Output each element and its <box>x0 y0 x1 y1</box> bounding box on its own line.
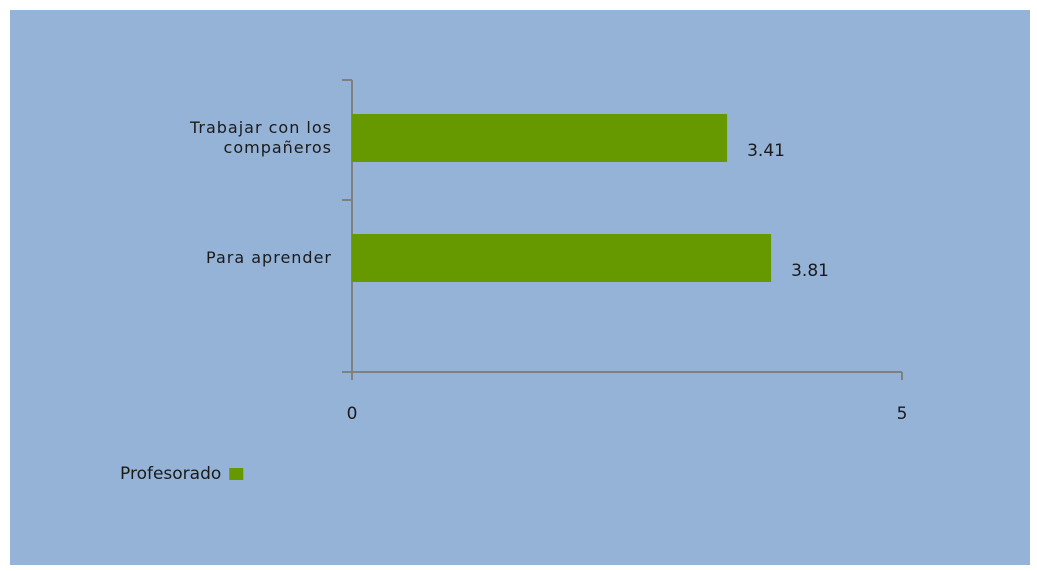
data-label: 3.81 <box>791 261 829 281</box>
data-label: 3.41 <box>747 141 785 161</box>
legend-label: Profesorado <box>120 464 221 484</box>
bar <box>352 234 772 282</box>
x-tick-label: 0 <box>347 404 358 424</box>
x-tick-label: 5 <box>897 404 908 424</box>
legend-swatch <box>229 468 244 480</box>
y-tick-label: Trabajar con los compañeros <box>189 118 332 157</box>
chart-area <box>10 10 1030 565</box>
bar <box>352 114 728 162</box>
y-tick-label: Para aprender <box>206 248 332 267</box>
